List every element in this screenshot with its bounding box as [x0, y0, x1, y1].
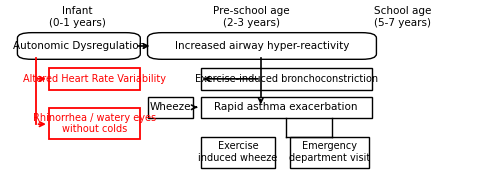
FancyBboxPatch shape: [18, 33, 140, 59]
Text: Altered Heart Rate Variability: Altered Heart Rate Variability: [23, 74, 166, 84]
Bar: [200, 97, 372, 118]
Text: Rapid asthma exacerbation: Rapid asthma exacerbation: [214, 102, 358, 112]
Text: Autonomic Dysregulation: Autonomic Dysregulation: [12, 41, 145, 51]
FancyBboxPatch shape: [148, 33, 376, 59]
Text: Exercise-induced bronchoconstriction: Exercise-induced bronchoconstriction: [194, 74, 378, 84]
Text: School age
(5-7 years): School age (5-7 years): [374, 6, 432, 28]
Text: Infant
(0-1 years): Infant (0-1 years): [49, 6, 106, 28]
Text: Wheeze: Wheeze: [150, 102, 191, 112]
Text: Emergency
department visit: Emergency department visit: [289, 141, 370, 163]
Bar: [48, 68, 140, 90]
Text: Rhinorrhea / watery eyes
without colds: Rhinorrhea / watery eyes without colds: [33, 113, 156, 134]
Bar: [148, 97, 194, 118]
Bar: [48, 108, 140, 139]
Bar: [200, 68, 372, 90]
Bar: [200, 137, 275, 168]
Text: Increased airway hyper-reactivity: Increased airway hyper-reactivity: [175, 41, 349, 51]
Text: Exercise
induced wheeze: Exercise induced wheeze: [198, 141, 278, 163]
Bar: [290, 137, 369, 168]
Text: Pre-school age
(2-3 years): Pre-school age (2-3 years): [213, 6, 290, 28]
